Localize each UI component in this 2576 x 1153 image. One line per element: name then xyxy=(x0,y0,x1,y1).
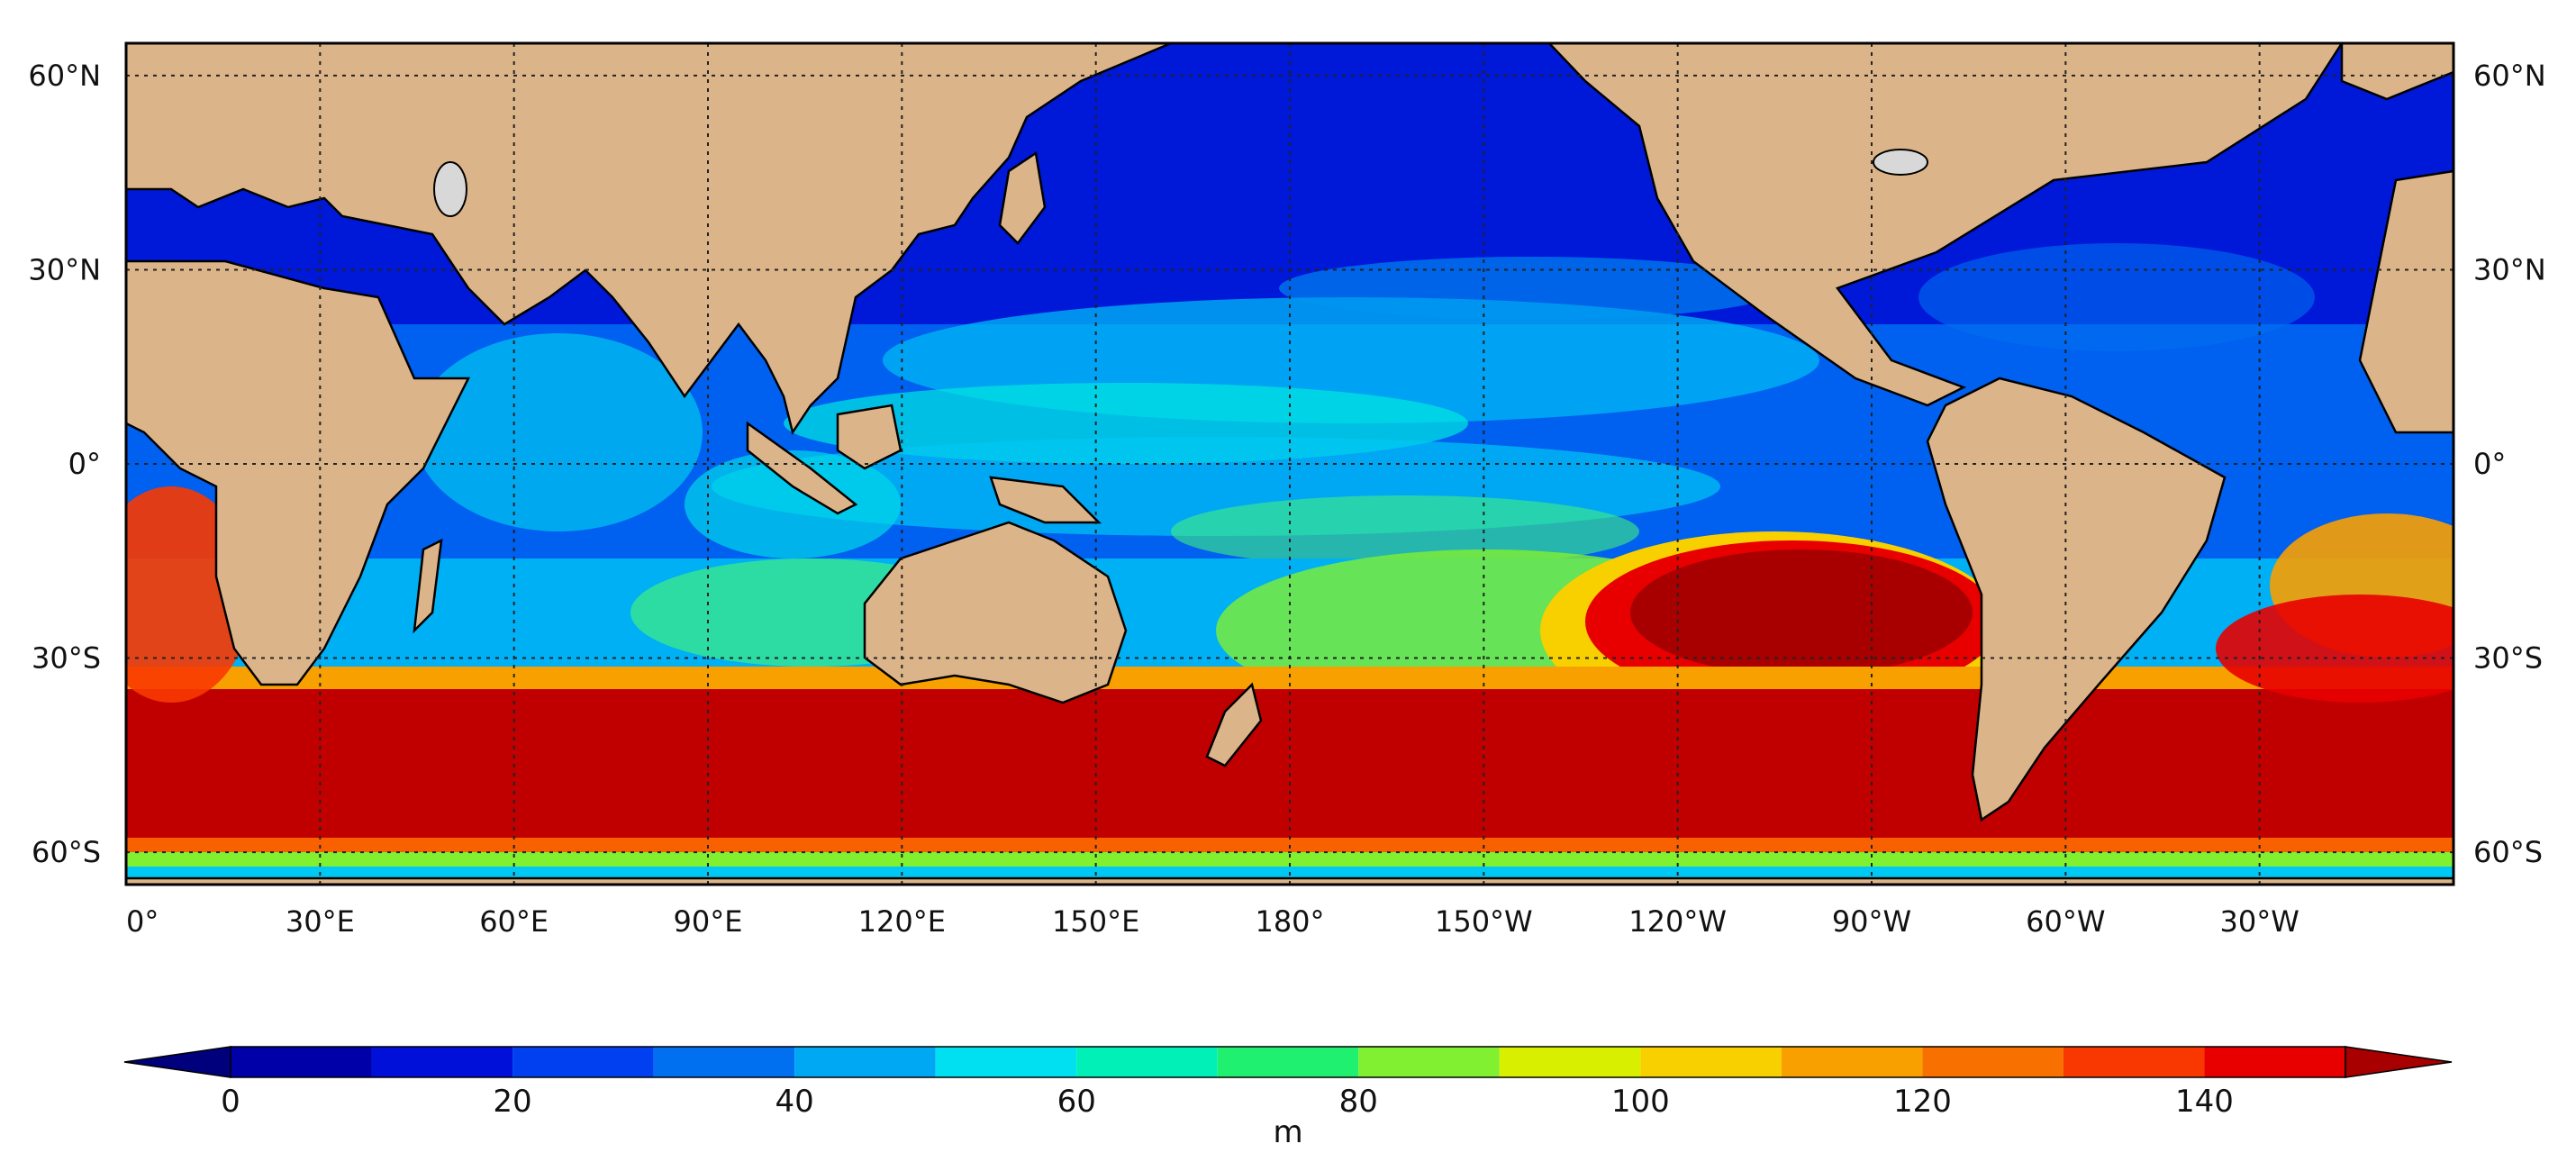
lat-tick-left: 30°N xyxy=(28,252,101,286)
colorbar-tick: 60 xyxy=(1057,1084,1096,1120)
gridlines xyxy=(126,43,2454,885)
colorbar-level-3 xyxy=(653,1047,795,1077)
lat-tick-right: 0° xyxy=(2473,447,2506,481)
lat-tick-right: 30°S xyxy=(2473,641,2543,676)
colorbar-tick: 100 xyxy=(1611,1084,1670,1120)
land-madagascar xyxy=(413,538,443,634)
lat-tick-left: 60°N xyxy=(28,59,101,93)
land-new-zealand xyxy=(1205,682,1263,767)
colorbar-level-8 xyxy=(1358,1047,1500,1077)
lon-tick: 30°W xyxy=(2219,904,2299,939)
colorbar xyxy=(123,1046,2453,1078)
land-north-america xyxy=(1547,43,2344,407)
map-frame xyxy=(124,41,2455,886)
lon-tick: 120°W xyxy=(1628,904,1727,939)
lat-ticks-left: 60°N 30°N 0° 30°S 60°S xyxy=(28,59,101,869)
lat-tick-right: 60°S xyxy=(2473,835,2543,869)
lat-tick-right: 30°N xyxy=(2473,252,2546,286)
land-south-america xyxy=(1926,377,2227,822)
land-africa xyxy=(126,259,471,686)
colorbar-level-2 xyxy=(512,1047,654,1077)
colorbar-level-11 xyxy=(1781,1047,1923,1077)
lon-tick: 60°W xyxy=(2026,904,2105,939)
lon-tick: 180° xyxy=(1255,904,1324,939)
lon-ticks-bottom: 0° 30°E 60°E 90°E 120°E 150°E 180° 150°W 120°W 90… xyxy=(126,904,2299,939)
colorbar-tick: 120 xyxy=(1893,1084,1952,1120)
lon-tick: 150°W xyxy=(1435,904,1533,939)
colorbar-level-9 xyxy=(1499,1047,1641,1077)
lat-tick-left: 60°S xyxy=(32,835,101,869)
lon-tick: 120°E xyxy=(858,904,946,939)
colorbar-label: m xyxy=(1273,1114,1302,1150)
colorbar-tick: 0 xyxy=(221,1084,240,1120)
colorbar-tick: 80 xyxy=(1339,1084,1378,1120)
lat-tick-left: 0° xyxy=(68,447,101,481)
lat-tick-right: 60°N xyxy=(2473,59,2546,93)
land-eurasia xyxy=(126,43,1172,436)
colorbar-level-1 xyxy=(371,1047,513,1077)
colorbar-level-13 xyxy=(2063,1047,2205,1077)
lat-tick-left: 30°S xyxy=(32,641,101,676)
colorbar-ticks: 0 20 40 60 80 100 120 140 xyxy=(221,1084,2234,1120)
lon-tick: 150°E xyxy=(1052,904,1139,939)
lon-tick: 60°E xyxy=(479,904,549,939)
colorbar-level-7 xyxy=(1217,1047,1359,1077)
land-new-guinea xyxy=(989,476,1102,524)
lon-tick: 90°E xyxy=(674,904,743,939)
lon-tick: 30°E xyxy=(286,904,355,939)
land-indonesia xyxy=(746,421,858,515)
colorbar-level-4 xyxy=(794,1047,936,1077)
lake-great-lakes xyxy=(1873,149,1928,176)
lon-tick: 90°W xyxy=(1832,904,1911,939)
lon-tick: 0° xyxy=(126,904,159,939)
colorbar-level-5 xyxy=(935,1047,1077,1077)
colorbar-level-12 xyxy=(1922,1047,2064,1077)
colorbar-extend-min xyxy=(123,1046,231,1078)
colorbar-outline xyxy=(230,1046,2346,1078)
land-borneo xyxy=(836,404,903,470)
lake-caspian xyxy=(433,161,467,217)
colorbar-tick: 140 xyxy=(2175,1084,2234,1120)
colorbar-level-6 xyxy=(1076,1047,1218,1077)
colorbar-tick: 20 xyxy=(493,1084,531,1120)
land-japan xyxy=(998,150,1047,245)
colorbar-level-10 xyxy=(1640,1047,1782,1077)
land xyxy=(126,43,2454,885)
colorbar-level-0 xyxy=(231,1047,372,1077)
colorbar-level-14 xyxy=(2204,1047,2345,1077)
colorbar-tick: 40 xyxy=(776,1084,814,1120)
lat-ticks-right: 60°N 30°N 0° 30°S 60°S xyxy=(2473,59,2546,869)
colorbar-extend-max xyxy=(2345,1046,2453,1078)
